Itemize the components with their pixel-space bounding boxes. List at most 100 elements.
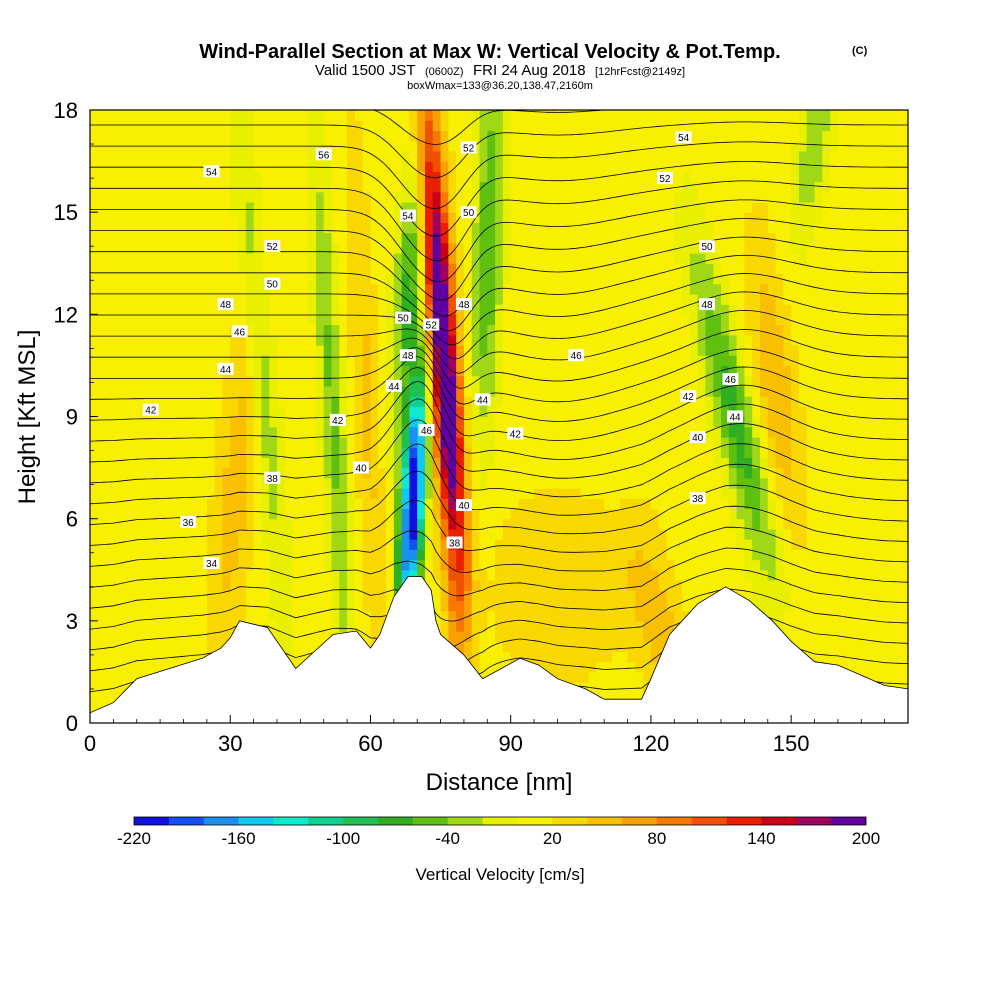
w-cell [128,242,138,254]
w-cell [666,498,675,510]
w-cell [744,365,753,377]
w-cell [292,610,301,622]
w-cell [315,569,325,581]
w-cell [128,600,138,612]
w-cell [214,569,224,581]
w-cell [214,426,224,438]
w-cell [534,416,543,428]
w-cell [853,396,862,407]
w-cell [845,447,855,458]
w-cell [705,467,714,479]
w-cell [284,416,294,428]
w-cell [354,242,364,254]
w-cell [300,559,309,571]
w-cell [791,396,800,407]
w-cell [315,385,325,397]
w-cell [331,590,340,601]
w-cell [409,334,418,346]
w-cell [565,600,574,612]
w-cell [323,314,333,326]
w-cell [565,518,574,530]
w-cell [167,385,177,397]
w-cell [900,273,908,285]
w-cell [362,355,372,367]
w-cell [853,488,862,499]
w-cell [471,263,481,275]
w-cell [432,263,442,275]
w-cell [900,314,908,326]
w-cell [666,283,675,295]
w-cell [604,641,613,653]
w-cell [144,600,153,612]
w-cell [837,436,847,448]
w-cell [713,263,722,275]
w-cell [611,426,621,438]
w-cell [144,273,153,285]
w-cell [682,488,691,499]
w-cell [580,518,590,530]
w-cell [635,457,644,469]
w-cell [853,518,862,530]
w-cell [253,273,262,285]
w-cell [650,436,660,448]
w-cell [121,232,130,244]
w-cell [292,569,301,581]
w-cell [144,569,153,581]
w-cell [300,283,309,295]
w-cell [222,600,231,612]
w-cell [495,263,504,275]
w-cell [432,447,442,458]
w-cell [378,467,387,479]
w-cell [682,457,691,469]
w-cell [214,528,224,540]
w-cell [269,365,278,377]
w-cell [409,518,418,530]
w-cell [697,263,707,275]
w-cell [557,385,566,397]
w-cell [284,549,294,561]
w-cell [721,406,730,418]
w-cell [510,539,520,550]
w-cell [752,447,761,458]
w-cell [253,406,262,418]
w-cell [424,467,434,479]
w-cell [136,661,146,673]
w-cell [549,549,559,561]
w-cell [518,283,527,295]
w-cell [393,488,403,499]
w-cell [845,324,855,336]
w-cell [853,385,862,397]
w-cell [697,334,707,346]
w-cell [128,559,138,571]
w-cell [580,293,590,305]
w-cell [253,283,262,295]
w-cell [635,436,644,448]
w-cell [276,253,286,264]
w-cell [775,416,784,428]
w-cell [744,334,753,346]
w-cell [339,477,348,489]
w-cell [814,253,823,264]
w-cell [284,467,294,479]
w-cell [354,385,364,397]
w-cell [128,344,138,356]
w-cell [557,334,566,346]
w-cell [759,385,769,397]
w-cell [424,406,434,418]
w-cell [269,457,278,469]
w-cell [767,559,777,571]
w-cell [245,273,255,285]
w-cell [869,579,878,591]
w-cell [658,436,668,448]
w-cell [432,457,442,469]
w-cell [580,447,590,458]
w-cell [658,569,668,581]
w-cell [300,375,309,387]
w-cell [682,293,691,305]
w-cell [432,590,442,601]
w-cell [183,549,192,561]
w-cell [362,488,372,499]
w-cell [105,355,114,367]
w-cell [627,314,636,326]
w-cell [424,518,434,530]
